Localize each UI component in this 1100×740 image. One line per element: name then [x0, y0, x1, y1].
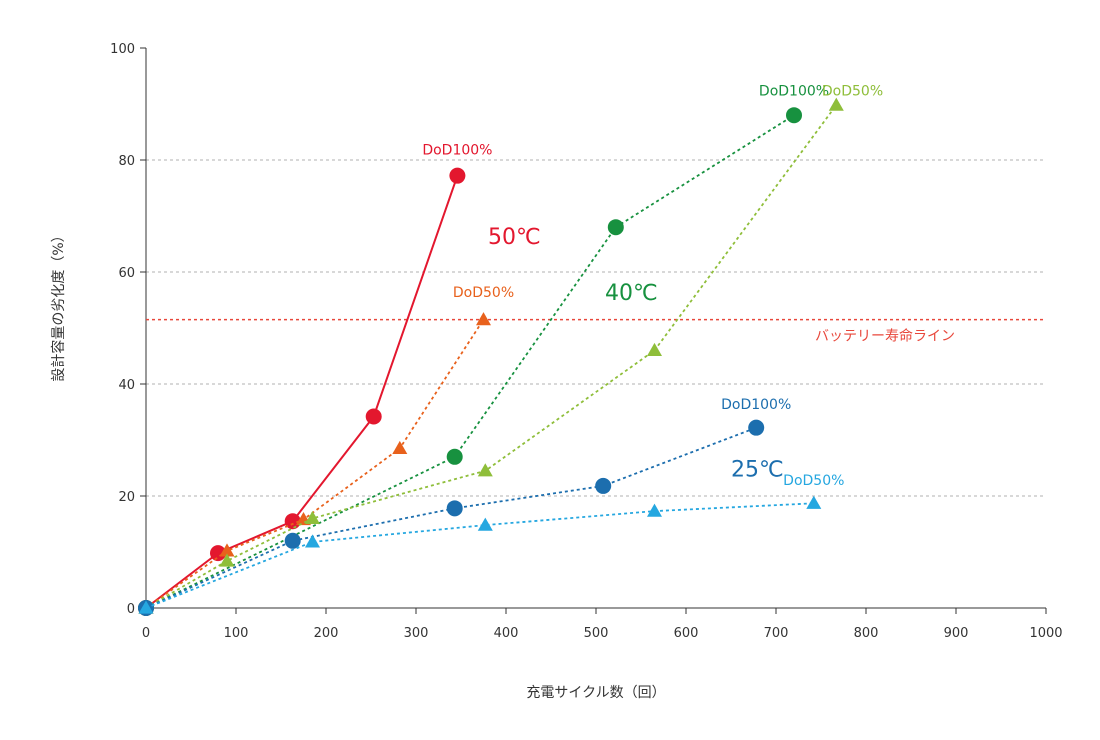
series-label: DoD50% — [783, 473, 844, 489]
series-label: DoD50% — [822, 84, 883, 100]
series-label: DoD100% — [721, 397, 791, 413]
x-tick-label: 300 — [404, 626, 429, 641]
x-tick-label: 100 — [224, 626, 249, 641]
y-tick-label: 60 — [118, 266, 135, 281]
series-label: DoD50% — [453, 285, 514, 301]
data-point — [647, 503, 662, 517]
series-3 — [138, 97, 844, 614]
temperature-label: 25℃ — [731, 457, 784, 482]
series-2 — [138, 107, 802, 616]
y-tick-label: 20 — [118, 490, 135, 505]
series-line — [145, 104, 838, 609]
data-point — [305, 510, 320, 525]
data-point — [138, 600, 154, 614]
data-point — [449, 167, 466, 184]
y-tick-label: 80 — [118, 154, 135, 169]
series-label: DoD100% — [759, 84, 829, 100]
battery-life-label: バッテリー寿命ライン — [815, 328, 955, 345]
series-4 — [138, 419, 765, 616]
data-point — [392, 440, 408, 455]
x-axis-title: 充電サイクル数（回） — [526, 685, 665, 701]
x-tick-label: 500 — [584, 626, 609, 641]
series-label: DoD100% — [422, 142, 492, 158]
data-point — [365, 408, 382, 425]
temperature-label: 40℃ — [605, 281, 658, 306]
series-layer — [138, 97, 844, 616]
data-point — [284, 532, 301, 549]
data-point — [305, 534, 320, 548]
x-tick-label: 900 — [944, 626, 969, 641]
x-tick-label: 200 — [314, 626, 339, 641]
series-line — [145, 114, 795, 609]
data-point — [219, 543, 235, 557]
x-tick-label: 700 — [764, 626, 789, 641]
x-tick-label: 0 — [142, 626, 150, 641]
data-point — [210, 545, 226, 562]
grid-layer — [146, 159, 1046, 497]
series-line — [145, 175, 459, 609]
data-point — [477, 517, 493, 531]
reference-layer: バッテリー寿命ライン — [146, 318, 1046, 345]
x-tick-label: 800 — [854, 626, 879, 641]
x-tick-label: 600 — [674, 626, 699, 641]
x-tick-label: 400 — [494, 626, 519, 641]
data-point — [647, 342, 662, 357]
data-point — [595, 477, 612, 494]
series-line — [145, 319, 485, 609]
data-point — [828, 97, 844, 111]
data-point — [219, 553, 235, 567]
y-tick-label: 100 — [110, 42, 135, 57]
y-axis-title: 設計容量の劣化度（%） — [50, 228, 67, 381]
series-line — [145, 502, 814, 609]
temperature-label: 50℃ — [488, 225, 541, 250]
data-point — [786, 107, 802, 124]
y-tick-label: 0 — [127, 602, 135, 617]
data-point — [477, 463, 493, 477]
y-tick-label: 40 — [118, 378, 135, 393]
x-tick-label: 1000 — [1029, 626, 1062, 641]
series-1 — [138, 312, 491, 614]
series-5 — [138, 495, 822, 614]
data-point — [607, 219, 624, 236]
labels-layer: DoD100%DoD50%DoD100%DoD50%DoD100%DoD50%5… — [422, 84, 883, 489]
data-point — [476, 312, 491, 326]
data-point — [446, 448, 463, 465]
data-point — [748, 419, 765, 436]
data-point — [284, 513, 301, 530]
data-point — [446, 500, 463, 517]
series-0 — [138, 167, 466, 616]
data-point — [806, 495, 822, 509]
